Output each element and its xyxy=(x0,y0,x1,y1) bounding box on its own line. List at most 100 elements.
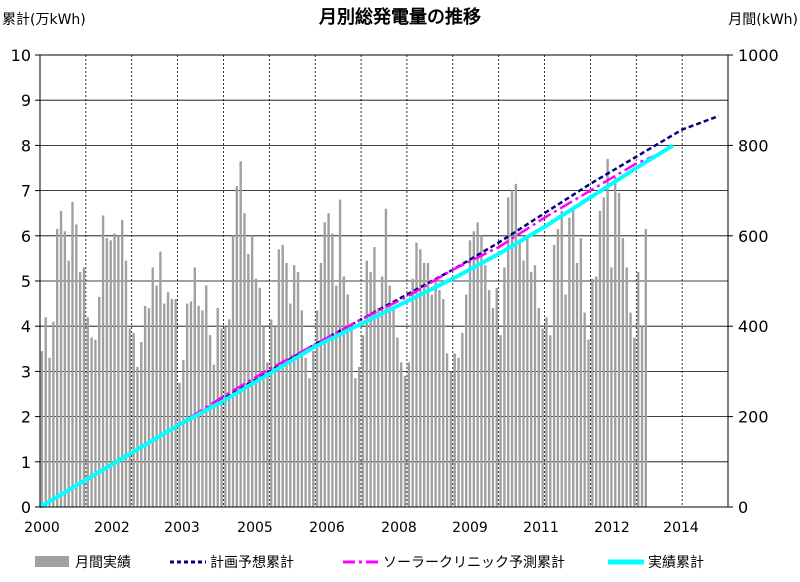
bar xyxy=(518,240,521,507)
bar xyxy=(189,301,193,507)
bar xyxy=(403,375,407,507)
bar xyxy=(602,197,605,507)
chart-title: 月別総発電量の推移 xyxy=(318,6,481,28)
bar xyxy=(438,290,441,507)
bar xyxy=(400,362,403,507)
bar xyxy=(591,278,594,507)
bar xyxy=(491,308,495,507)
bar xyxy=(216,308,219,507)
bar xyxy=(487,290,491,507)
bar xyxy=(449,371,453,507)
bar xyxy=(422,262,426,507)
bar xyxy=(140,342,143,507)
bar xyxy=(136,366,139,507)
bar xyxy=(170,299,174,507)
bar xyxy=(250,235,254,508)
bar xyxy=(335,285,338,507)
bar xyxy=(468,240,472,507)
bar xyxy=(457,357,460,507)
bar xyxy=(644,229,648,507)
bar xyxy=(197,305,200,507)
bar xyxy=(201,310,204,507)
bar xyxy=(350,330,353,507)
bar xyxy=(549,335,552,507)
bar xyxy=(98,296,101,507)
bar xyxy=(155,285,158,507)
legend-plan-label: 計画予想累計 xyxy=(210,555,294,571)
bar xyxy=(94,339,97,507)
y-right-tick-label: 400 xyxy=(738,317,769,336)
bar xyxy=(610,267,613,507)
x-tick-label: 2009 xyxy=(452,520,488,536)
bar xyxy=(59,210,63,507)
bar xyxy=(396,337,399,507)
bar xyxy=(453,353,456,507)
bar xyxy=(327,213,330,507)
x-tick-label: 2003 xyxy=(164,520,200,536)
bar xyxy=(277,249,281,508)
bar xyxy=(529,271,533,507)
bar xyxy=(464,294,468,507)
bar xyxy=(365,260,368,507)
y-left-axis-label: 累計(万kWh) xyxy=(2,12,86,28)
bar xyxy=(266,362,269,507)
bar xyxy=(392,308,395,507)
bar xyxy=(522,260,525,507)
bar xyxy=(514,183,518,507)
bar xyxy=(273,326,277,507)
bar xyxy=(499,335,502,507)
monthly-bars xyxy=(40,158,648,508)
bar xyxy=(151,267,154,507)
bar xyxy=(614,177,617,508)
bar xyxy=(484,265,487,507)
bar xyxy=(380,276,384,507)
bar xyxy=(415,242,418,507)
bar xyxy=(568,217,571,507)
x-tick-label: 2006 xyxy=(309,520,345,536)
bar xyxy=(40,351,44,507)
bar xyxy=(629,312,632,507)
bar xyxy=(224,326,227,507)
bar xyxy=(354,378,357,507)
bar xyxy=(373,247,376,507)
bar xyxy=(231,235,235,508)
bar xyxy=(480,235,483,508)
bar xyxy=(113,233,116,508)
bar xyxy=(476,222,479,508)
bar xyxy=(178,382,181,507)
legend-bar-label: 月間実績 xyxy=(75,555,131,571)
bar xyxy=(545,317,548,507)
bar xyxy=(510,190,514,507)
bar xyxy=(503,267,506,507)
bar xyxy=(90,337,93,507)
bar xyxy=(541,328,544,507)
bar xyxy=(579,238,583,507)
bar xyxy=(48,357,51,507)
bar xyxy=(594,276,598,507)
bar xyxy=(361,335,365,507)
bar xyxy=(304,357,307,507)
bar xyxy=(86,317,89,507)
actual-cumulative-line xyxy=(38,143,675,509)
bar xyxy=(315,310,319,507)
bar xyxy=(262,326,265,507)
bar xyxy=(212,364,216,507)
bar xyxy=(434,281,437,507)
bar xyxy=(56,229,59,507)
y-right-tick-label: 200 xyxy=(738,408,769,427)
bar xyxy=(270,319,273,507)
bar xyxy=(636,271,640,507)
y-left-ticks: 0 1 2 3 4 5 6 7 8 9 10 xyxy=(11,46,40,517)
bar xyxy=(124,260,128,507)
bar xyxy=(289,303,292,507)
bar xyxy=(312,351,315,507)
x-tick-label: 2005 xyxy=(237,520,273,536)
bar xyxy=(185,303,189,507)
bar xyxy=(235,186,239,507)
bar xyxy=(117,235,120,508)
x-tick-label: 2000 xyxy=(24,520,60,536)
bar xyxy=(560,210,563,507)
x-tick-label: 2012 xyxy=(594,520,630,536)
bar xyxy=(640,326,644,507)
y-right-tick-label: 0 xyxy=(738,498,748,517)
